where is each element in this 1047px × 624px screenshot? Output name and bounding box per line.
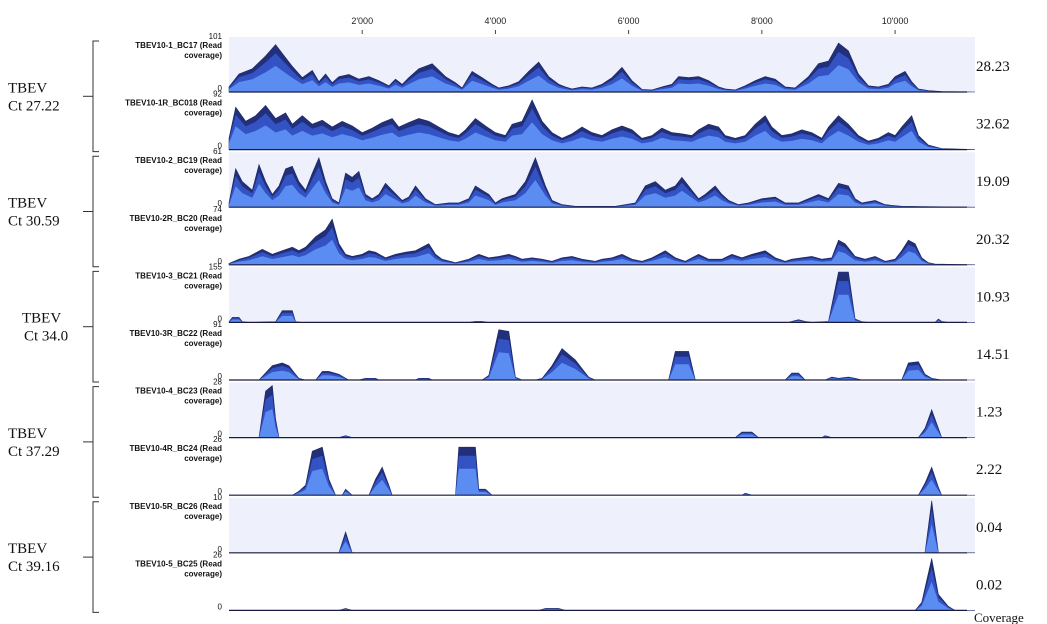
group-bracket bbox=[92, 155, 99, 268]
track-max-label: 74 bbox=[213, 205, 222, 214]
track-name: TBEV10-5R_BC26 (Read bbox=[130, 502, 223, 511]
coverage-area-light bbox=[229, 468, 975, 496]
track-min-label: 0 bbox=[218, 199, 223, 208]
group-label-ct: Ct 39.16 bbox=[8, 559, 60, 575]
track-panel bbox=[229, 440, 975, 496]
track-name: TBEV10-3R_BC22 (Read bbox=[130, 329, 223, 338]
track-name-suffix: coverage) bbox=[184, 281, 222, 290]
group-label-virus: TBEV bbox=[8, 80, 47, 96]
track-max-label: 101 bbox=[209, 32, 223, 41]
track-max-label: 28 bbox=[213, 378, 222, 387]
coverage-area-light bbox=[229, 122, 975, 150]
x-tick-label: 6'000 bbox=[618, 16, 640, 26]
x-tick-label: 8'000 bbox=[751, 16, 773, 26]
track-panel bbox=[229, 382, 975, 438]
track-name: TBEV10-3_BC21 (Read bbox=[135, 271, 222, 280]
track-min-label: 0 bbox=[218, 372, 223, 381]
group-label-ct: Ct 30.59 bbox=[8, 214, 60, 230]
track-panel bbox=[229, 555, 975, 611]
track-name-suffix: coverage) bbox=[184, 224, 222, 233]
track-name-suffix: coverage) bbox=[184, 569, 222, 578]
track-name-suffix: coverage) bbox=[184, 166, 222, 175]
coverage-value: 10.93 bbox=[976, 289, 1010, 305]
group-bracket bbox=[92, 270, 99, 383]
track-name-suffix: coverage) bbox=[184, 51, 222, 60]
track-max-label: 26 bbox=[213, 550, 222, 559]
track-name: TBEV10-2R_BC20 (Read bbox=[130, 214, 223, 223]
track-max-label: 26 bbox=[213, 435, 222, 444]
coverage-value: 14.51 bbox=[976, 347, 1010, 363]
track-max-label: 92 bbox=[213, 90, 222, 99]
coverage-column-label: Coverage bbox=[974, 610, 1024, 624]
coverage-area-light bbox=[229, 180, 975, 208]
track-min-label: 0 bbox=[218, 142, 223, 151]
coverage-value: 0.02 bbox=[976, 577, 1002, 593]
track-max-label: 91 bbox=[213, 320, 222, 329]
coverage-area-light bbox=[229, 65, 975, 92]
coverage-area-light bbox=[229, 239, 975, 265]
group-label-ct: Ct 34.0 bbox=[24, 329, 68, 345]
track-panel bbox=[229, 267, 975, 323]
coverage-value: 28.23 bbox=[976, 59, 1010, 75]
group-label-virus: TBEV bbox=[22, 311, 61, 327]
track-min-label: 0 bbox=[218, 487, 223, 496]
group-bracket bbox=[92, 501, 99, 613]
track-max-label: 61 bbox=[213, 147, 222, 156]
coverage-area-dark bbox=[229, 329, 975, 381]
track-panel bbox=[229, 325, 975, 380]
track-max-label: 10 bbox=[213, 493, 222, 502]
group-label-ct: Ct 37.29 bbox=[8, 444, 60, 460]
coverage-value: 2.22 bbox=[976, 462, 1002, 478]
track-name: TBEV10-5_BC25 (Read bbox=[135, 559, 222, 568]
group-label-ct: Ct 27.22 bbox=[8, 98, 60, 114]
track-name-suffix: coverage) bbox=[184, 109, 222, 118]
group-label-virus: TBEV bbox=[8, 426, 47, 442]
x-tick-label: 10'000 bbox=[882, 16, 909, 26]
group-label-virus: TBEV bbox=[8, 541, 47, 557]
track-min-label: 0 bbox=[218, 545, 223, 554]
track-name: TBEV10-1_BC17 (Read bbox=[135, 41, 222, 50]
track-name-suffix: coverage) bbox=[184, 512, 222, 521]
coverage-value: 32.62 bbox=[976, 117, 1010, 133]
coverage-value: 1.23 bbox=[976, 405, 1002, 421]
coverage-value: 19.09 bbox=[976, 174, 1010, 190]
x-tick-label: 4'000 bbox=[485, 16, 507, 26]
track-name: TBEV10-4R_BC24 (Read bbox=[130, 444, 223, 453]
group-label-virus: TBEV bbox=[8, 196, 47, 212]
track-min-label: 0 bbox=[218, 84, 223, 93]
track-name-suffix: coverage) bbox=[184, 339, 222, 348]
track-name: TBEV10-1R_BC018 (Read bbox=[125, 99, 222, 108]
coverage-value: 20.32 bbox=[976, 232, 1010, 248]
track-name-suffix: coverage) bbox=[184, 397, 222, 406]
track-max-label: 155 bbox=[209, 262, 223, 271]
track-min-label: 0 bbox=[218, 257, 223, 266]
track-name-suffix: coverage) bbox=[184, 454, 222, 463]
track-min-label: 0 bbox=[218, 602, 223, 611]
group-bracket bbox=[92, 40, 99, 153]
coverage-area-mid bbox=[229, 227, 975, 265]
track-min-label: 0 bbox=[218, 314, 223, 323]
track-min-label: 0 bbox=[218, 430, 223, 439]
coverage-value: 0.04 bbox=[976, 520, 1003, 536]
coverage-area-dark bbox=[229, 385, 975, 438]
group-bracket bbox=[92, 386, 99, 498]
track-panel bbox=[229, 497, 975, 553]
track-name: TBEV10-2_BC19 (Read bbox=[135, 156, 222, 165]
x-tick-label: 2'000 bbox=[351, 16, 373, 26]
track-name: TBEV10-4_BC23 (Read bbox=[135, 387, 222, 396]
